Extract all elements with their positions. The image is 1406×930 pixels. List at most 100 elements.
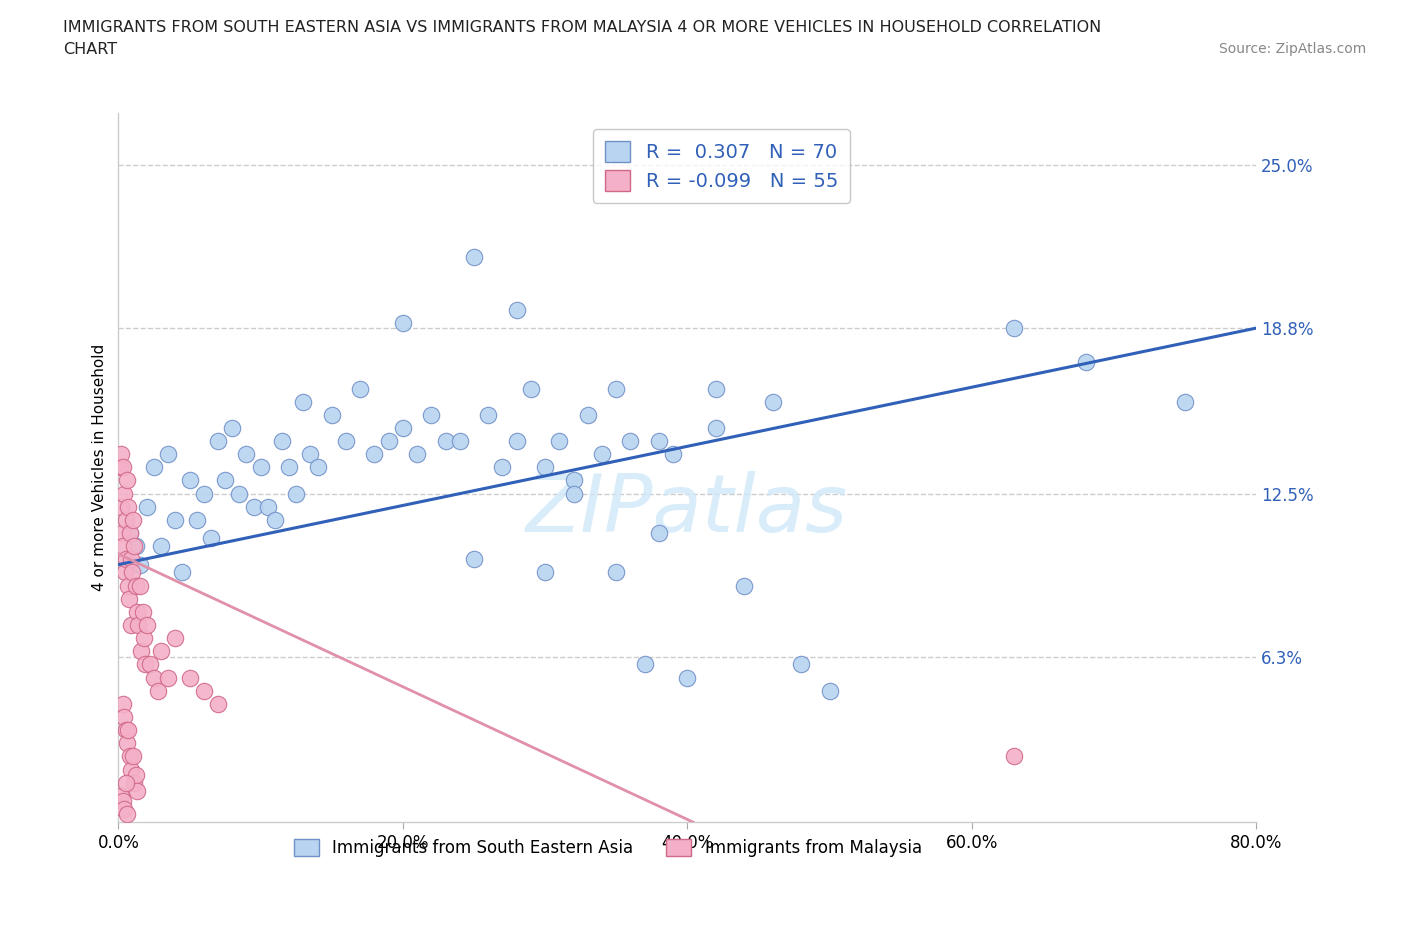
Point	[264, 512, 287, 527]
Point	[576, 407, 599, 422]
Point	[120, 762, 142, 777]
Point	[124, 538, 146, 553]
Point	[138, 657, 160, 671]
Point	[122, 776, 145, 790]
Point	[733, 578, 755, 593]
Point	[242, 499, 264, 514]
Point	[548, 433, 571, 448]
Point	[115, 736, 138, 751]
Point	[165, 512, 187, 527]
Point	[112, 538, 135, 553]
Point	[110, 499, 132, 514]
Point	[228, 486, 250, 501]
Point	[121, 512, 143, 527]
Point	[193, 684, 215, 698]
Point	[377, 433, 399, 448]
Point	[128, 557, 150, 572]
Point	[129, 644, 152, 658]
Point	[111, 525, 134, 540]
Point	[157, 446, 180, 461]
Point	[633, 657, 655, 671]
Point	[114, 776, 136, 790]
Point	[108, 460, 131, 475]
Point	[122, 538, 145, 553]
Point	[193, 486, 215, 501]
Point	[112, 486, 135, 501]
Point	[271, 433, 294, 448]
Point	[114, 723, 136, 737]
Point	[179, 473, 201, 488]
Point	[111, 793, 134, 808]
Point	[292, 394, 315, 409]
Point	[172, 565, 194, 580]
Point	[704, 381, 727, 396]
Point	[256, 499, 278, 514]
Point	[463, 250, 485, 265]
Point	[118, 525, 141, 540]
Text: Source: ZipAtlas.com: Source: ZipAtlas.com	[1219, 42, 1367, 56]
Point	[648, 525, 671, 540]
Point	[127, 618, 149, 632]
Point	[111, 460, 134, 475]
Point	[392, 420, 415, 435]
Point	[112, 710, 135, 724]
Point	[117, 723, 139, 737]
Point	[299, 446, 322, 461]
Point	[165, 631, 187, 645]
Point	[307, 460, 329, 475]
Point	[125, 604, 148, 619]
Point	[235, 446, 257, 461]
Point	[128, 578, 150, 593]
Point	[363, 446, 385, 461]
Point	[434, 433, 457, 448]
Point	[121, 565, 143, 580]
Point	[135, 499, 157, 514]
Legend: Immigrants from South Eastern Asia, Immigrants from Malaysia: Immigrants from South Eastern Asia, Immi…	[287, 831, 928, 863]
Point	[420, 407, 443, 422]
Text: IMMIGRANTS FROM SOUTH EASTERN ASIA VS IMMIGRANTS FROM MALAYSIA 4 OR MORE VEHICLE: IMMIGRANTS FROM SOUTH EASTERN ASIA VS IM…	[63, 20, 1101, 35]
Point	[662, 446, 685, 461]
Point	[131, 604, 153, 619]
Point	[221, 420, 243, 435]
Point	[676, 671, 699, 685]
Point	[110, 789, 132, 804]
Point	[150, 538, 173, 553]
Point	[1074, 355, 1097, 370]
Point	[406, 446, 429, 461]
Point	[1002, 321, 1025, 336]
Point	[534, 460, 557, 475]
Point	[117, 578, 139, 593]
Point	[619, 433, 641, 448]
Point	[118, 525, 141, 540]
Point	[120, 618, 142, 632]
Point	[115, 806, 138, 821]
Point	[477, 407, 499, 422]
Point	[114, 565, 136, 580]
Point	[179, 671, 201, 685]
Point	[762, 394, 785, 409]
Point	[392, 315, 415, 330]
Point	[148, 684, 170, 698]
Point	[135, 618, 157, 632]
Point	[491, 460, 513, 475]
Point	[790, 657, 813, 671]
Point	[125, 783, 148, 798]
Point	[121, 749, 143, 764]
Point	[115, 551, 138, 566]
Point	[214, 473, 236, 488]
Point	[1174, 394, 1197, 409]
Point	[562, 473, 585, 488]
Point	[704, 420, 727, 435]
Point	[534, 565, 557, 580]
Point	[321, 407, 343, 422]
Point	[1002, 749, 1025, 764]
Point	[349, 381, 371, 396]
Point	[117, 499, 139, 514]
Point	[505, 302, 527, 317]
Point	[207, 433, 229, 448]
Point	[463, 551, 485, 566]
Point	[143, 460, 166, 475]
Point	[591, 446, 613, 461]
Point	[111, 697, 134, 711]
Point	[134, 657, 156, 671]
